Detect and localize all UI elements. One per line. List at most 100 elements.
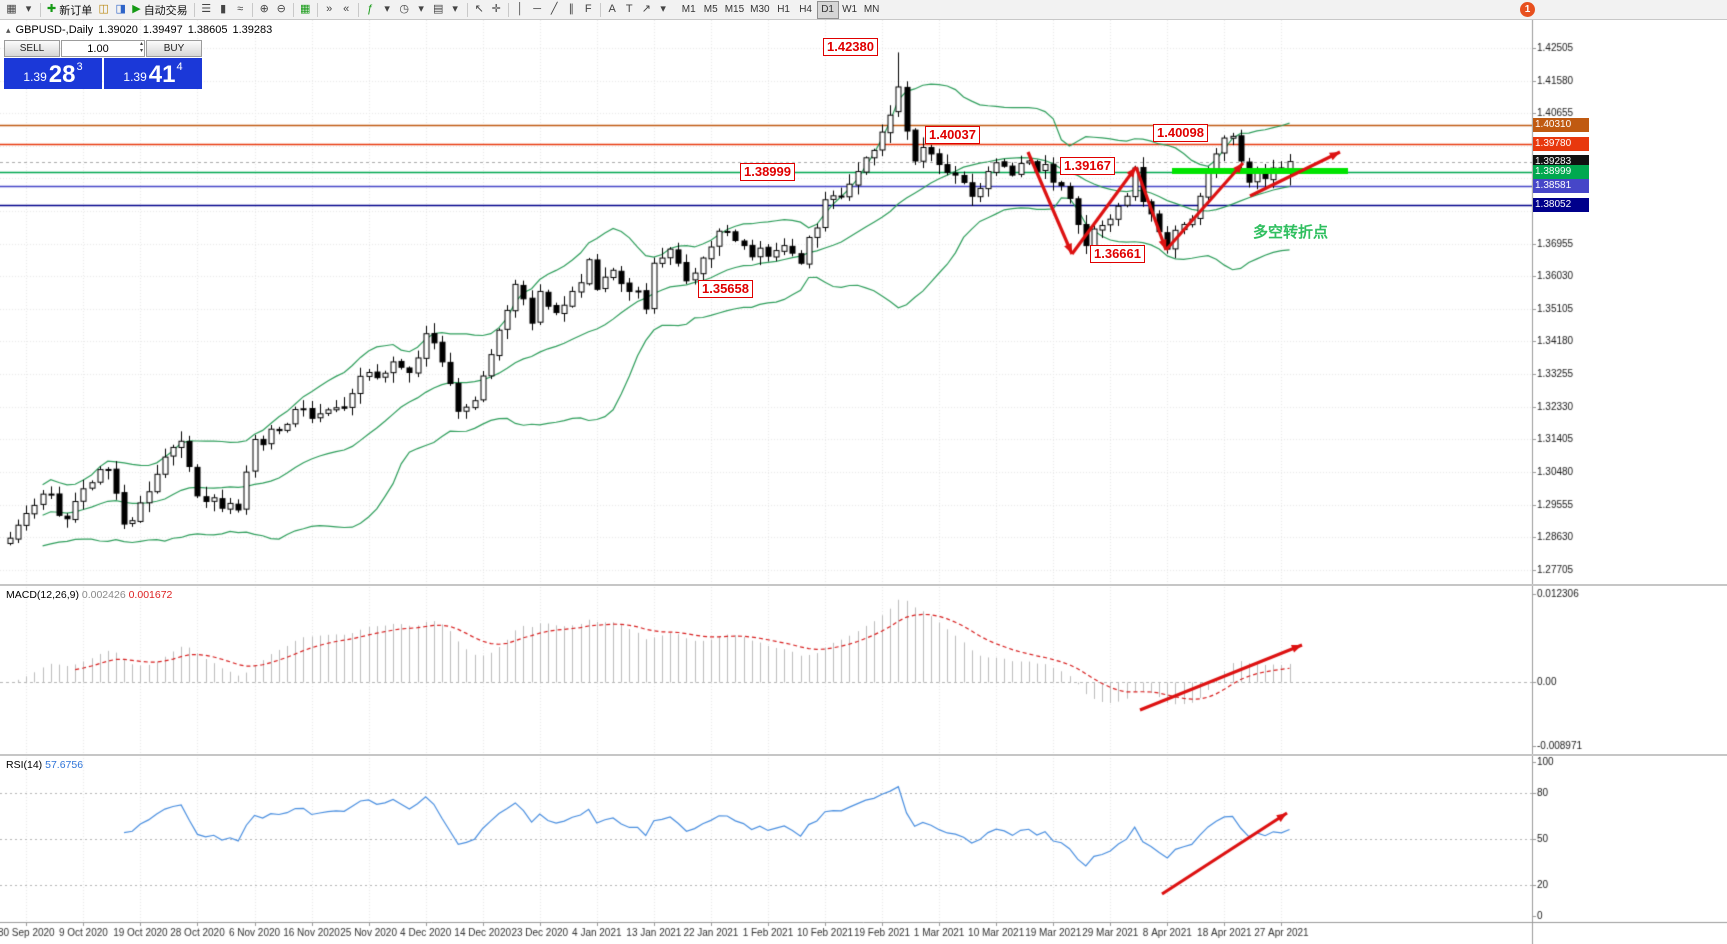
- candlestick-type-icon: ▮: [220, 3, 227, 15]
- rsi-pane-separator[interactable]: [0, 754, 1727, 756]
- toolbar-separator: [599, 2, 601, 17]
- chart-shift-button[interactable]: «: [338, 1, 355, 19]
- high-value: 1.39497: [142, 24, 183, 36]
- new-order-label: 新订单: [59, 4, 93, 17]
- timeframe-M30[interactable]: M30: [747, 1, 772, 19]
- templates-button[interactable]: ▤: [430, 1, 447, 19]
- timeframe-W1[interactable]: W1: [839, 1, 861, 19]
- indicators-dropdown-button[interactable]: ▾: [379, 1, 396, 19]
- timeframe-MN[interactable]: MN: [861, 1, 883, 19]
- line-chart-type-button[interactable]: ≈: [232, 1, 249, 19]
- toolbar-separator: [316, 2, 318, 17]
- equidistant-channel-button[interactable]: ∥: [563, 1, 580, 19]
- bar-chart-type-icon: ☰: [201, 3, 212, 15]
- price-callout-140037[interactable]: 1.40037: [925, 126, 980, 144]
- chart-window-button[interactable]: ▦: [3, 1, 20, 19]
- toolbar-separator: [466, 2, 468, 17]
- candlestick-type-button[interactable]: ▮: [215, 1, 232, 19]
- vertical-line-button[interactable]: │: [512, 1, 529, 19]
- sell-header-button[interactable]: SELL: [4, 40, 60, 57]
- bar-chart-type-button[interactable]: ☰: [198, 1, 215, 19]
- buy-price-prefix: 1.39: [123, 70, 147, 84]
- macd-main-value: 0.002426: [81, 589, 126, 601]
- arrows-tool-icon: ↗: [641, 3, 651, 15]
- chart-title-icon: ▴: [6, 25, 11, 35]
- chart-window-dropdown-button[interactable]: ▾: [20, 1, 37, 19]
- horizontal-line-button[interactable]: ─: [529, 1, 546, 19]
- macd-pane-separator[interactable]: [0, 584, 1727, 586]
- arrows-dropdown-button[interactable]: ▾: [655, 1, 672, 19]
- horizontal-line-icon: ─: [533, 3, 542, 15]
- volume-up-icon[interactable]: ▴: [139, 41, 143, 47]
- arrows-dropdown-icon: ▾: [660, 3, 666, 15]
- annotation-note[interactable]: 多空转折点: [1253, 224, 1329, 241]
- cursor-button[interactable]: ↖: [471, 1, 488, 19]
- price-callout-138999[interactable]: 1.38999: [740, 163, 795, 181]
- zoom-out-button[interactable]: ⊖: [273, 1, 290, 19]
- close-value: 1.39283: [232, 24, 273, 36]
- buy-header-button[interactable]: BUY: [146, 40, 202, 57]
- fibonacci-button[interactable]: F: [580, 1, 597, 19]
- arrows-tool-button[interactable]: ↗: [638, 1, 655, 19]
- price-level-label[interactable]: 1.38999: [1533, 164, 1589, 179]
- new-order-button[interactable]: ✚ 新订单: [44, 1, 95, 19]
- trendline-icon: ╱: [550, 3, 558, 15]
- buy-price-pips: 41: [148, 61, 176, 88]
- timeframe-D1[interactable]: D1: [816, 0, 839, 19]
- crosshair-button[interactable]: ✛: [488, 1, 505, 19]
- timeframe-M5[interactable]: M5: [700, 1, 722, 19]
- price-level-label[interactable]: 1.38052: [1533, 197, 1589, 212]
- zoom-out-icon: ⊖: [276, 3, 286, 15]
- price-callout-139167[interactable]: 1.39167: [1060, 157, 1115, 175]
- periods-dropdown-button[interactable]: ▾: [413, 1, 430, 19]
- timeframe-H1[interactable]: H1: [773, 1, 795, 19]
- text-icon: A: [608, 3, 616, 15]
- rsi-value: 57.6756: [45, 759, 84, 771]
- price-callout-140098[interactable]: 1.40098: [1153, 124, 1208, 142]
- tile-windows-button[interactable]: ▦: [297, 1, 314, 19]
- auto-scroll-button[interactable]: »: [321, 1, 338, 19]
- templates-dropdown-button[interactable]: ▾: [447, 1, 464, 19]
- price-callout-142380[interactable]: 1.42380: [823, 38, 878, 56]
- indicators-button[interactable]: ƒ: [362, 1, 379, 19]
- toolbar-separator: [251, 2, 253, 17]
- indicators-dropdown-icon: ▾: [384, 3, 390, 15]
- crosshair-icon: ✛: [491, 3, 501, 15]
- auto-scroll-icon: »: [326, 3, 333, 15]
- auto-trading-label: 自动交易: [143, 4, 188, 17]
- auto-trading-button[interactable]: ▶ 自动交易: [129, 1, 190, 19]
- price-level-label[interactable]: 1.39780: [1533, 137, 1589, 152]
- data-window-button[interactable]: ◨: [112, 1, 129, 19]
- timeframe-H4[interactable]: H4: [795, 1, 817, 19]
- notification-badge[interactable]: 1: [1520, 2, 1535, 17]
- sell-price-button[interactable]: 1.39 28 3: [4, 58, 102, 89]
- price-level-label[interactable]: 1.38581: [1533, 179, 1589, 194]
- chart-window-icon: ▦: [6, 3, 17, 15]
- sell-price-prefix: 1.39: [23, 70, 47, 84]
- toolbar-separator: [357, 2, 359, 17]
- text-label-button[interactable]: T: [621, 1, 638, 19]
- rsi-name: RSI(14): [6, 759, 43, 771]
- price-level-label[interactable]: 1.40310: [1533, 118, 1589, 133]
- buy-price-button[interactable]: 1.39 41 4: [104, 58, 202, 89]
- text-button[interactable]: A: [604, 1, 621, 19]
- periods-button[interactable]: ◷: [396, 1, 413, 19]
- toolbar-groups: ▦ ▾ ✚ 新订单 ◫ ◨ ▶ 自动交易 ☰ ▮ ≈ ⊕ ⊖ ▦» «ƒ ▾ ◷ ▾ ▤ ▾ ↖ ✛ │ ─ ╱ ∥ F A T ↗ ▾: [3, 0, 672, 19]
- zoom-in-button[interactable]: ⊕: [256, 1, 273, 19]
- buy-price-point: 4: [176, 61, 183, 73]
- volume-down-icon[interactable]: ▾: [139, 48, 143, 54]
- timeframe-M1[interactable]: M1: [678, 1, 700, 19]
- market-watch-icon: ◫: [98, 3, 109, 15]
- toolbar: ▦ ▾ ✚ 新订单 ◫ ◨ ▶ 自动交易 ☰ ▮ ≈ ⊕ ⊖ ▦» «ƒ ▾ ◷ ▾ ▤ ▾ ↖ ✛ │ ─ ╱ ∥ F A T ↗ ▾ M…: [0, 0, 1727, 20]
- trendline-button[interactable]: ╱: [546, 1, 563, 19]
- timeframe-M15[interactable]: M15: [722, 1, 747, 19]
- market-watch-button[interactable]: ◫: [95, 1, 112, 19]
- volume-input[interactable]: [62, 42, 144, 55]
- periods-icon: ◷: [399, 3, 409, 15]
- price-callout-136661[interactable]: 1.36661: [1090, 245, 1145, 263]
- price-callout-135658[interactable]: 1.35658: [698, 280, 753, 298]
- chart-window-dropdown-icon: ▾: [25, 3, 32, 15]
- volume-control: ▴▾: [61, 40, 145, 57]
